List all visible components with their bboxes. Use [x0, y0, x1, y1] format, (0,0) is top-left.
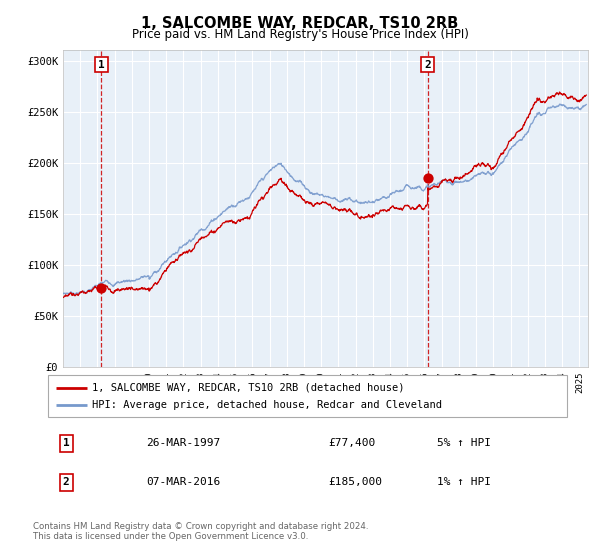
- Text: 2: 2: [63, 478, 70, 487]
- Text: £185,000: £185,000: [328, 478, 382, 487]
- Text: 07-MAR-2016: 07-MAR-2016: [146, 478, 221, 487]
- Text: Contains HM Land Registry data © Crown copyright and database right 2024.: Contains HM Land Registry data © Crown c…: [33, 522, 368, 531]
- Text: 1% ↑ HPI: 1% ↑ HPI: [437, 478, 491, 487]
- Text: 1, SALCOMBE WAY, REDCAR, TS10 2RB (detached house): 1, SALCOMBE WAY, REDCAR, TS10 2RB (detac…: [92, 383, 404, 393]
- Text: 1, SALCOMBE WAY, REDCAR, TS10 2RB: 1, SALCOMBE WAY, REDCAR, TS10 2RB: [142, 16, 458, 31]
- Text: HPI: Average price, detached house, Redcar and Cleveland: HPI: Average price, detached house, Redc…: [92, 400, 442, 410]
- Point: [423, 174, 433, 183]
- Text: 26-MAR-1997: 26-MAR-1997: [146, 438, 221, 449]
- Text: 1: 1: [98, 59, 105, 69]
- Text: 2: 2: [424, 59, 431, 69]
- Text: £77,400: £77,400: [328, 438, 376, 449]
- Point: [97, 283, 106, 292]
- Text: 5% ↑ HPI: 5% ↑ HPI: [437, 438, 491, 449]
- Text: Price paid vs. HM Land Registry's House Price Index (HPI): Price paid vs. HM Land Registry's House …: [131, 28, 469, 41]
- Text: 1: 1: [63, 438, 70, 449]
- Text: This data is licensed under the Open Government Licence v3.0.: This data is licensed under the Open Gov…: [33, 532, 308, 541]
